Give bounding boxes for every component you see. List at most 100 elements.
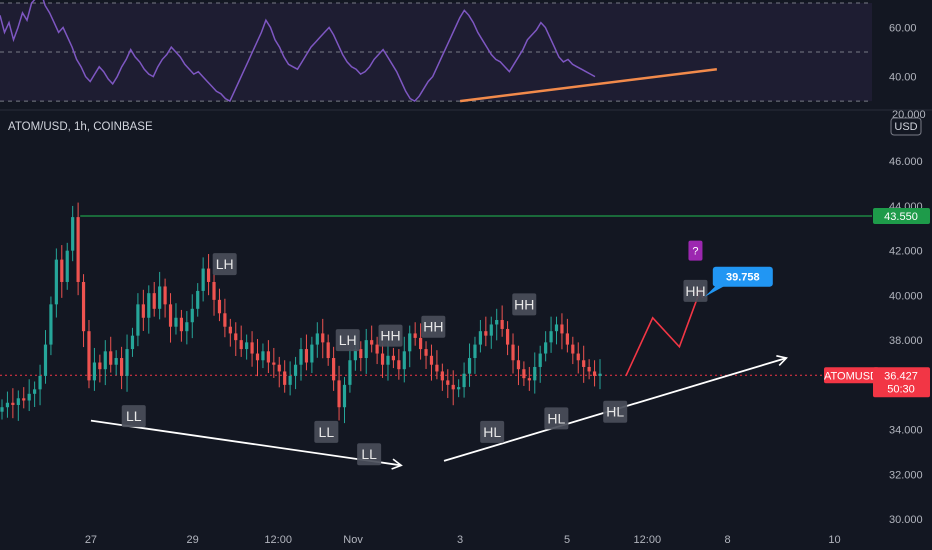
candle bbox=[391, 347, 396, 369]
candle bbox=[120, 346, 124, 390]
candle bbox=[370, 325, 374, 353]
pattern-label[interactable]: HH bbox=[683, 279, 708, 302]
candle bbox=[158, 271, 162, 320]
pattern-label-text: LL bbox=[319, 424, 335, 440]
rsi-tick-label: 40.00 bbox=[889, 72, 917, 84]
candle bbox=[234, 322, 238, 357]
candle bbox=[76, 202, 80, 296]
pattern-label[interactable]: HL bbox=[603, 400, 628, 423]
currency-badge[interactable]: USD bbox=[890, 117, 922, 136]
pattern-label[interactable]: HH bbox=[421, 315, 446, 338]
symbol-tag-label: ATOMUSD bbox=[824, 370, 878, 382]
candle bbox=[522, 361, 526, 386]
candle bbox=[451, 370, 455, 406]
candle bbox=[277, 356, 281, 388]
candle bbox=[304, 334, 309, 371]
candle bbox=[212, 274, 216, 316]
candle bbox=[348, 349, 352, 393]
pattern-label-text: HH bbox=[514, 296, 534, 312]
candle bbox=[168, 293, 173, 343]
resistance-tag[interactable]: 43.550 bbox=[873, 208, 930, 224]
candle bbox=[81, 274, 86, 348]
candle bbox=[462, 362, 466, 398]
candle bbox=[103, 340, 107, 386]
candle bbox=[71, 205, 75, 262]
price-pane: ATOM/USD, 1h, COINBASE USD LL LH LL LH LL HH H… bbox=[0, 117, 930, 546]
candle bbox=[500, 305, 504, 337]
candle bbox=[587, 359, 591, 380]
pattern-label[interactable]: HL bbox=[480, 420, 505, 443]
pattern-label[interactable]: LH bbox=[212, 253, 237, 276]
pattern-label[interactable]: HH bbox=[378, 324, 403, 347]
trend-arrow[interactable] bbox=[90, 419, 403, 470]
candle bbox=[114, 350, 118, 376]
pattern-label[interactable]: LL bbox=[357, 443, 382, 466]
candle bbox=[397, 349, 401, 380]
candle bbox=[245, 334, 249, 360]
time-tick-label: 3 bbox=[457, 534, 463, 546]
time-tick-label: 8 bbox=[724, 534, 730, 546]
candle bbox=[239, 325, 243, 357]
candle bbox=[386, 341, 390, 381]
candle bbox=[424, 341, 428, 369]
candle bbox=[419, 323, 423, 360]
pattern-labels: LL LH LL LH LL HH HH HL HH HL HL HH bbox=[121, 253, 708, 466]
candle bbox=[206, 254, 211, 296]
candle bbox=[342, 377, 347, 424]
symbol-title: ATOM/USD, 1h, COINBASE bbox=[8, 121, 153, 133]
time-tick-label: 5 bbox=[564, 534, 570, 546]
candle bbox=[582, 345, 586, 383]
candle bbox=[196, 283, 200, 317]
pattern-label[interactable]: LL bbox=[314, 420, 339, 443]
candle bbox=[505, 321, 510, 356]
candle bbox=[22, 387, 26, 409]
pattern-label-text: HL bbox=[547, 410, 565, 426]
candle bbox=[446, 369, 450, 399]
candle bbox=[152, 281, 156, 317]
candle bbox=[283, 360, 287, 393]
candle bbox=[516, 345, 521, 386]
price-tick-label: 32.000 bbox=[889, 469, 923, 481]
symbol-tag[interactable]: ATOMUSD bbox=[824, 367, 879, 384]
rsi-guides bbox=[0, 2, 872, 102]
candle bbox=[429, 344, 434, 381]
pattern-label-text: LH bbox=[339, 332, 357, 348]
candle bbox=[299, 337, 303, 381]
candle bbox=[223, 298, 227, 338]
pattern-label-text: HL bbox=[606, 404, 624, 420]
candle bbox=[255, 339, 260, 377]
candle bbox=[571, 336, 575, 365]
candle bbox=[179, 309, 183, 342]
candle bbox=[326, 334, 330, 366]
candle bbox=[201, 257, 205, 302]
candle bbox=[560, 313, 564, 350]
current-price-label: 36.427 bbox=[884, 370, 918, 382]
time-axis: 27 29 12:00 Nov 3 5 12:00 8 10 bbox=[85, 534, 841, 546]
candle bbox=[495, 308, 499, 341]
candle bbox=[141, 289, 145, 331]
candle bbox=[147, 285, 151, 334]
candle bbox=[185, 311, 189, 345]
price-tick-label: 30.000 bbox=[889, 514, 923, 526]
pattern-label[interactable]: LL bbox=[121, 405, 146, 428]
price-tick-label: 38.000 bbox=[889, 335, 923, 347]
candle bbox=[533, 352, 537, 394]
candle bbox=[49, 296, 53, 356]
candle bbox=[174, 303, 178, 335]
candle bbox=[484, 316, 488, 347]
candle bbox=[457, 379, 461, 398]
rsi-axis: 60.00 40.00 bbox=[889, 23, 917, 84]
pattern-label[interactable]: HH bbox=[512, 293, 537, 316]
rsi-trendline[interactable] bbox=[459, 67, 718, 103]
candle bbox=[544, 331, 548, 362]
projection-path[interactable] bbox=[625, 287, 704, 377]
target-tag[interactable]: 39.758 bbox=[704, 266, 773, 297]
time-tick-label: 29 bbox=[186, 534, 198, 546]
candle bbox=[272, 347, 276, 378]
pattern-label[interactable]: HL bbox=[544, 407, 569, 430]
pattern-label[interactable]: LH bbox=[335, 329, 360, 352]
candle bbox=[0, 399, 4, 420]
